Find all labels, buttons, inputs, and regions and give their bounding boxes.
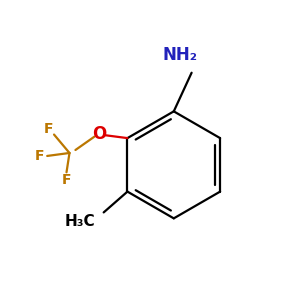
Text: NH₂: NH₂ [162,46,197,64]
Text: F: F [62,173,71,187]
Text: O: O [92,125,106,143]
Text: H₃C: H₃C [64,214,95,229]
Text: F: F [44,122,53,136]
Text: F: F [35,149,44,163]
